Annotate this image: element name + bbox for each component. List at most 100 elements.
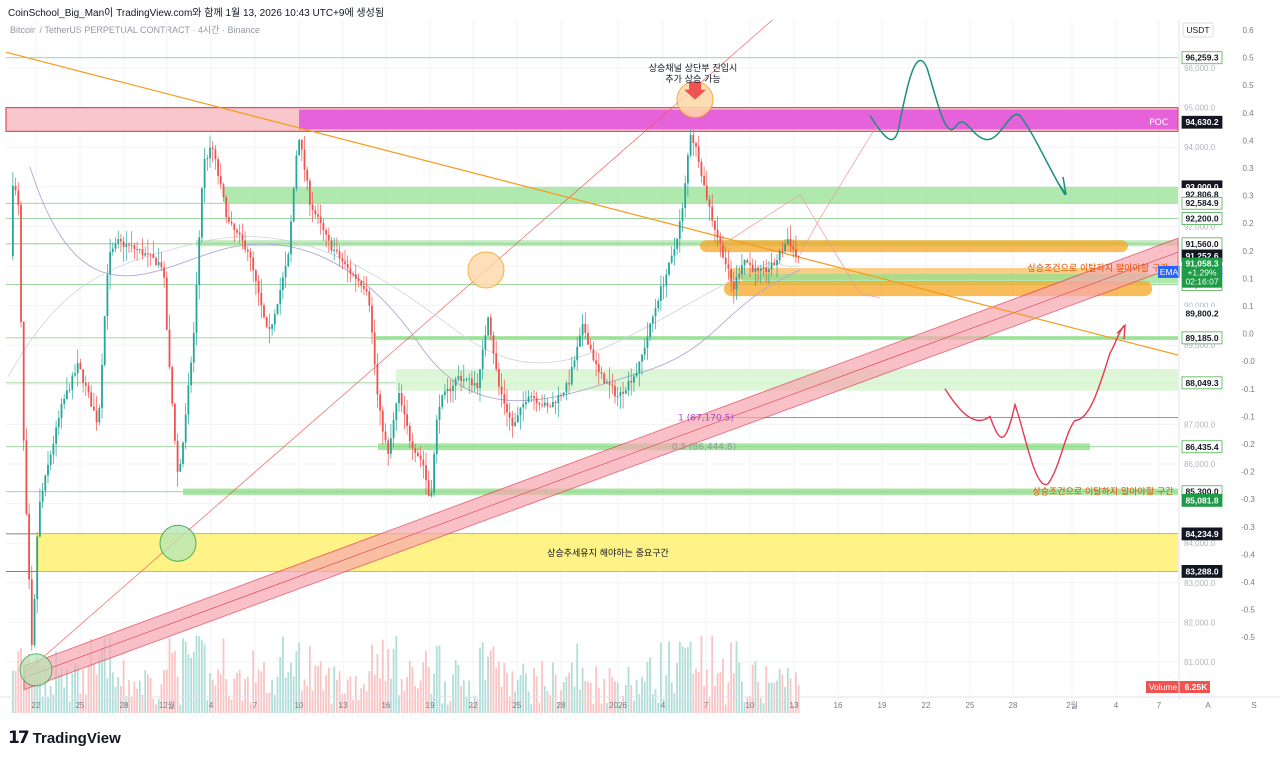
candle-body (352, 273, 354, 275)
candle-body (333, 249, 336, 251)
candle-body (741, 265, 743, 275)
candle-body (246, 249, 249, 252)
candle-body (392, 419, 395, 439)
candle-body (638, 361, 641, 373)
volume-tag-value: 6.25K (1185, 682, 1209, 692)
candle-body (338, 251, 341, 259)
volume-bar (608, 668, 611, 713)
candle-body (187, 385, 190, 415)
candle-body (346, 263, 349, 269)
volume-bar (703, 686, 705, 713)
candle-body (446, 388, 449, 392)
oscillator-tick-label: -0.5 (1241, 633, 1255, 642)
price-badge (1181, 331, 1223, 345)
volume-bar (716, 673, 719, 713)
ema-tag (1158, 265, 1180, 278)
volume-bar (735, 641, 738, 713)
candle-body (641, 354, 643, 362)
volume-bar (489, 650, 492, 713)
candle-body (63, 398, 66, 404)
candle-body (425, 465, 427, 481)
volume-bar (311, 690, 314, 713)
annotation-mid-lower: 상승조건으로 이탈하지 말아야할 구간 (1032, 486, 1173, 498)
volume-bar (508, 696, 511, 713)
candle-body (41, 490, 44, 502)
time-tick-label: 10 (295, 701, 304, 710)
candle-body (657, 300, 660, 309)
candle-body (703, 176, 705, 186)
candle-body (492, 335, 495, 354)
oscillator-tick-label: 0.2 (1242, 219, 1254, 228)
volume-bar (130, 696, 133, 713)
current-price-box (1182, 257, 1222, 288)
volume-bar (560, 690, 562, 713)
volume-bar (95, 674, 98, 713)
volume-bar (49, 685, 52, 713)
time-tick-label: 12월 (159, 700, 175, 710)
volume-bar (592, 703, 595, 713)
volume-bar (217, 669, 219, 713)
volume-bar (400, 678, 403, 713)
candle-body (39, 501, 41, 537)
volume-bar (79, 693, 82, 713)
support-green-line-85300 (183, 488, 1178, 495)
candle-body (600, 372, 603, 374)
candle-body (157, 262, 160, 265)
price-badge-label: 85,300.0 (1185, 487, 1218, 497)
volume-bar (471, 704, 473, 713)
candle-body (552, 401, 554, 408)
oscillator-tick-label: 0.5 (1242, 54, 1254, 63)
weak-green-zone-88049 (396, 368, 1178, 391)
tradingview-logo[interactable]: 17 TradingView (8, 728, 121, 748)
volume-tag-label: Volume (1149, 682, 1178, 692)
volume-bar (249, 702, 252, 713)
volume-bar (573, 686, 576, 713)
time-tick-label: 22 (32, 701, 41, 710)
time-tick-label: 22 (469, 701, 478, 710)
candle-body (66, 390, 68, 399)
candle-body (12, 185, 14, 257)
candle-body (55, 427, 57, 444)
candle-body (619, 391, 622, 396)
volume-bar (322, 690, 325, 713)
price-badge-label: 89,185.0 (1185, 333, 1218, 343)
volume-bar (198, 636, 201, 713)
candle-body (384, 431, 387, 441)
candle-body (344, 261, 346, 264)
volume-bar (381, 639, 384, 713)
time-tick-label: 25 (966, 701, 975, 710)
volume-bar (792, 704, 795, 713)
volume-bar (379, 678, 381, 713)
candle-body (93, 406, 95, 411)
candle-body (430, 492, 433, 496)
volume-bar (449, 701, 452, 713)
candle-body (306, 169, 309, 181)
currency-selector[interactable] (1182, 22, 1214, 38)
candle-body (211, 147, 214, 150)
price-badge-label: 91,560.0 (1185, 239, 1218, 249)
volume-bar (201, 640, 203, 713)
candle-body (298, 139, 300, 156)
candle-body (708, 199, 711, 207)
volume-bar (354, 676, 357, 713)
volume-bar (238, 670, 241, 713)
candle-body (319, 216, 322, 224)
candle-body (60, 403, 63, 419)
volume-bar (290, 662, 292, 713)
volume-bar (141, 694, 144, 713)
candle-body (257, 281, 260, 293)
candle-body (147, 253, 149, 255)
candle-body (76, 363, 79, 374)
candle-body (511, 417, 514, 427)
volume-bar (446, 704, 449, 713)
volume-bar (260, 671, 263, 713)
volume-bar (484, 679, 487, 713)
volume-bar (125, 696, 128, 713)
volume-bar (684, 648, 687, 713)
volume-bar (511, 671, 514, 713)
candle-body (314, 210, 317, 215)
volume-bar (122, 660, 125, 713)
price-badge (1181, 307, 1223, 320)
candle-body (554, 401, 557, 404)
